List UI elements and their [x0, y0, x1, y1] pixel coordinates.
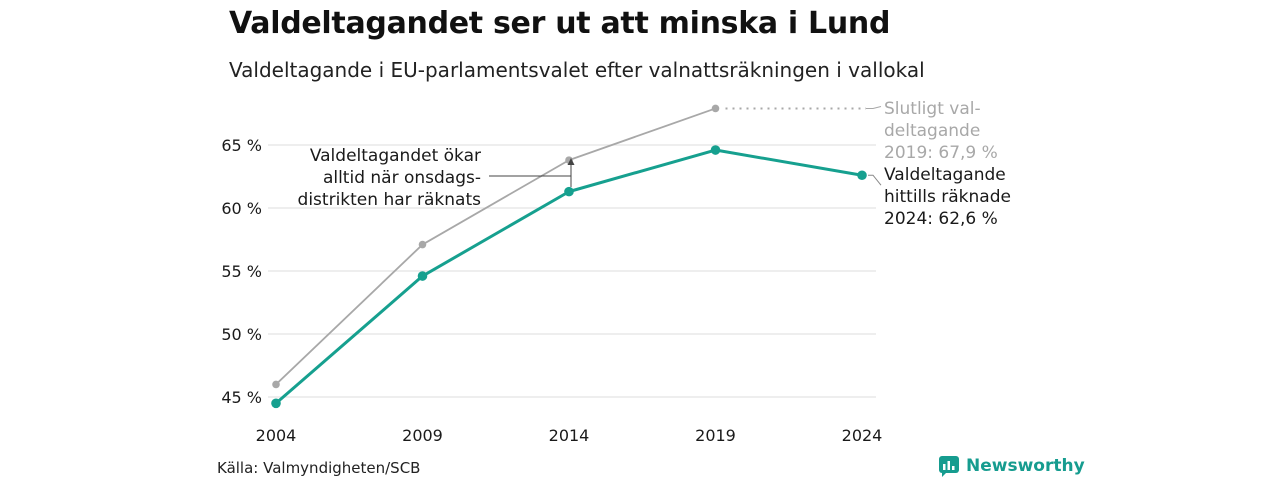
- x-tick-label: 2024: [842, 426, 883, 445]
- final-data-point: [418, 240, 427, 249]
- chart-subtitle: Valdeltagande i EU-parlamentsvalet efter…: [229, 58, 925, 82]
- chart-title: Valdeltagandet ser ut att minska i Lund: [229, 6, 891, 41]
- final-series-label: Slutligt val-deltagande 2019: 67,9 %: [884, 99, 998, 163]
- final-series-line: [275, 107, 716, 386]
- x-tick-label: 2009: [402, 426, 443, 445]
- y-tick-label: 55 %: [221, 262, 262, 281]
- y-tick-label: 60 %: [221, 199, 262, 218]
- final-data-point: [272, 380, 280, 389]
- counted-label-leader: [868, 174, 882, 186]
- note-annotation: Valdeltagandet ökar alltid när onsdags-di…: [298, 146, 482, 210]
- x-tick-label: 2014: [549, 426, 590, 445]
- source-note: Källa: Valmyndigheten/SCB: [217, 459, 421, 477]
- counted-series-label: Valdeltagande hittills räknade 2024: 62,6 …: [884, 165, 1011, 229]
- final-label-leader: [866, 105, 882, 109]
- note-arrow-head: [567, 158, 575, 165]
- brand-name: Newsworthy: [966, 456, 1085, 476]
- y-tick-label: 50 %: [221, 325, 262, 344]
- counted-data-point: [417, 271, 428, 281]
- series-lines: [271, 104, 867, 409]
- newsworthy-logo-icon: [939, 456, 959, 477]
- y-tick-label: 45 %: [221, 388, 262, 407]
- counted-data-point: [564, 186, 574, 197]
- x-tick-label: 2004: [256, 426, 297, 445]
- brand-logo: Newsworthy: [938, 455, 1085, 477]
- y-axis-ticks: 45 % 50 % 55 % 60 % 65 %: [221, 136, 262, 407]
- counted-data-point: [271, 398, 281, 409]
- counted-data-point: [710, 145, 721, 155]
- annotations: Slutligt val-deltagande 2019: 67,9 %Valde…: [298, 99, 1011, 229]
- gridlines: [268, 144, 876, 398]
- x-tick-label: 2019: [695, 426, 736, 445]
- y-tick-label: 65 %: [221, 136, 262, 155]
- final-data-point: [711, 104, 720, 113]
- x-axis-ticks: 2004 2009 2014 2019 2024: [256, 426, 883, 445]
- counted-data-point: [857, 170, 867, 181]
